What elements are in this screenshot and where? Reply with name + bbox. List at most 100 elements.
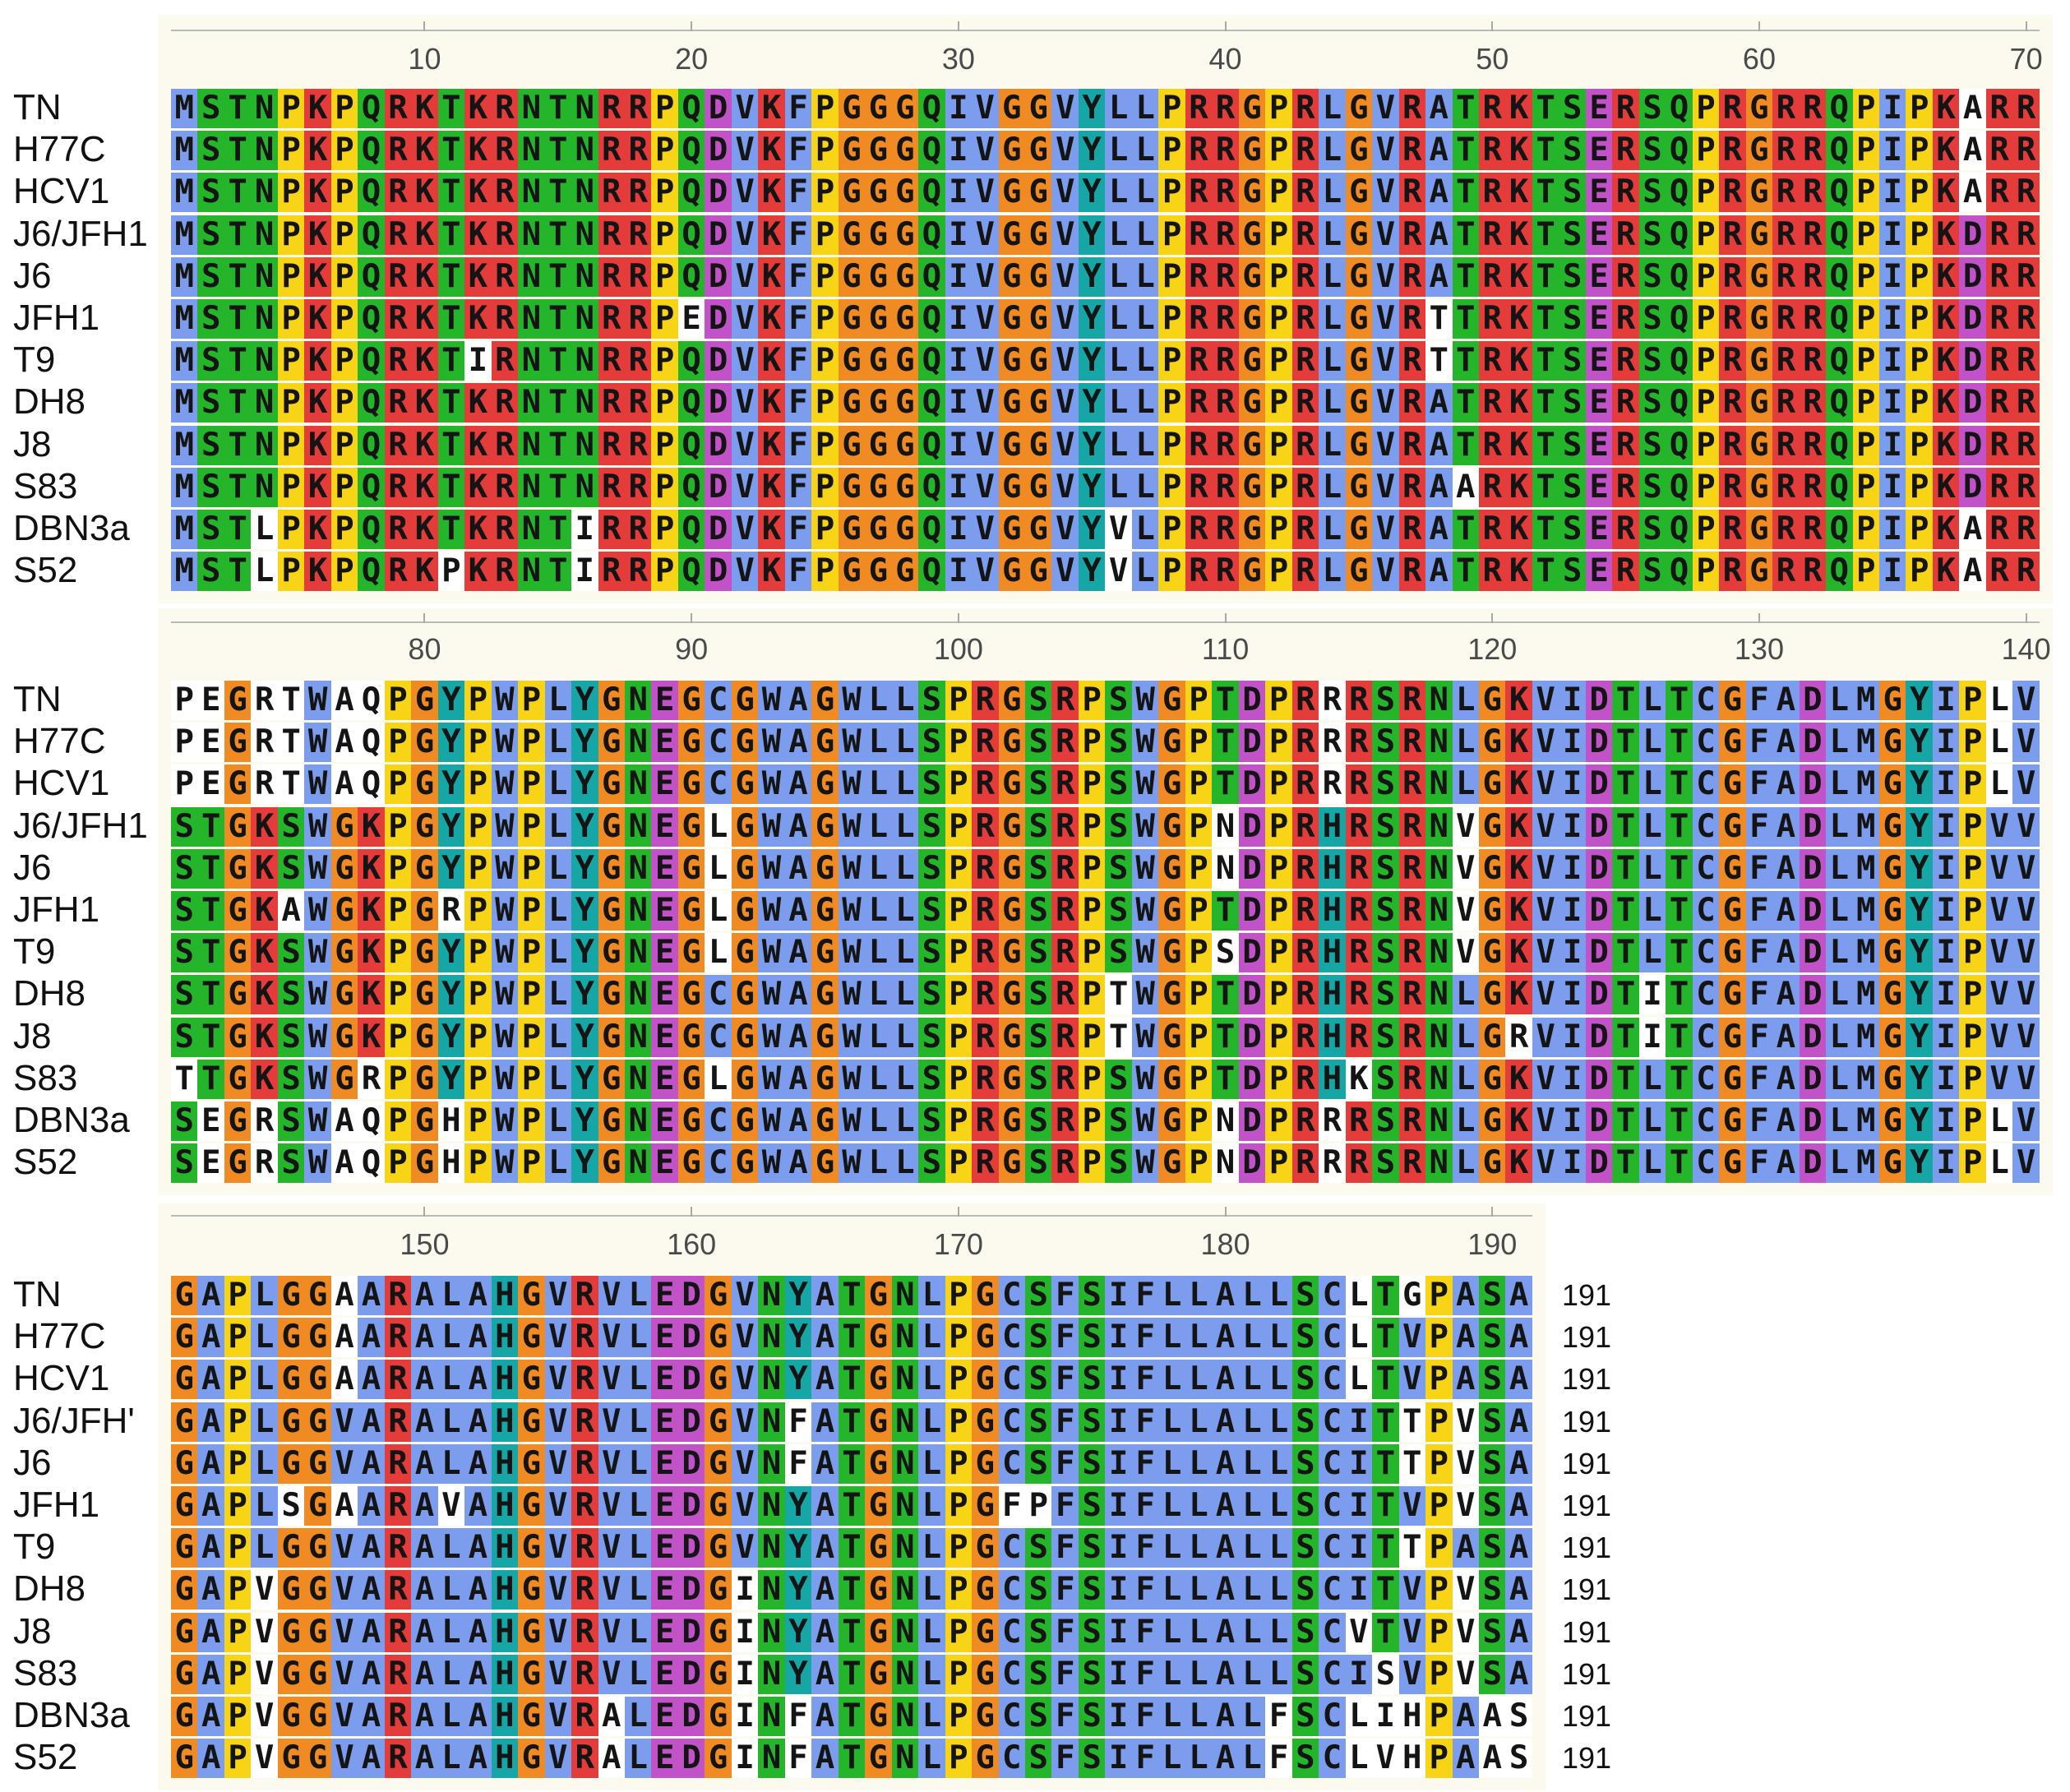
residue-cell: L: [865, 681, 892, 720]
residue-cell: R: [598, 341, 625, 381]
residue-cell: V: [731, 89, 759, 128]
residue-cell: K: [1505, 383, 1532, 423]
residue-cell: P: [224, 1570, 252, 1610]
residue-cell: W: [838, 848, 866, 889]
residue-cell: V: [972, 173, 999, 213]
residue-cell: G: [811, 933, 839, 973]
residue-cell: G: [1345, 256, 1373, 297]
residue-cell: V: [544, 1697, 572, 1736]
residue-cell: P: [1265, 256, 1292, 297]
residue-cell: D: [1959, 425, 1986, 465]
residue-cell: C: [1319, 1570, 1346, 1610]
residue-cell: E: [1585, 425, 1613, 465]
sequence-name: H77C: [13, 1316, 106, 1357]
residue-cell: P: [1158, 299, 1185, 339]
residue-cell: R: [571, 1739, 598, 1779]
residue-cell: D: [1959, 383, 1986, 423]
residue-cell: L: [624, 1654, 652, 1694]
residue-cell: G: [304, 1697, 331, 1736]
residue-cell: N: [1425, 1059, 1453, 1099]
residue-cell: G: [1345, 299, 1373, 339]
residue-cell: K: [358, 1017, 385, 1057]
residue-cell: P: [1265, 806, 1292, 847]
residue-cell: L: [1319, 173, 1346, 213]
residue-cell: W: [1131, 681, 1159, 720]
residue-cell: V: [1532, 764, 1559, 805]
residue-cell: V: [251, 1570, 278, 1610]
residue-cell: P: [945, 1318, 973, 1358]
residue-cell: P: [464, 1102, 492, 1141]
residue-cell: G: [1025, 510, 1052, 549]
residue-cell: K: [304, 467, 331, 507]
residue-cell: M: [1852, 723, 1879, 763]
residue-cell: Q: [677, 383, 705, 423]
residue-cell: G: [1158, 1143, 1185, 1184]
residue-cell: W: [1131, 806, 1159, 847]
residue-cell: R: [1772, 425, 1800, 465]
residue-cell: E: [1585, 89, 1613, 128]
residue-cell: F: [1745, 1102, 1773, 1141]
residue-cell: L: [1105, 425, 1132, 465]
residue-cell: P: [384, 806, 412, 847]
residue-cell: G: [1478, 933, 1506, 973]
residue-cell: V: [1372, 299, 1399, 339]
residue-cell: I: [1879, 89, 1906, 128]
residue-cell: A: [1452, 1318, 1479, 1358]
residue-cell: L: [544, 806, 572, 847]
residue-cell: T: [544, 299, 572, 339]
residue-cell: A: [411, 1612, 438, 1652]
residue-cell: P: [651, 89, 678, 128]
sequence-name: T9: [13, 931, 56, 972]
residue-cell: P: [384, 975, 412, 1015]
residue-cell: R: [1185, 89, 1213, 128]
residue-cell: N: [571, 341, 598, 381]
residue-cell: V: [1398, 1486, 1426, 1526]
residue-cell: T: [1452, 131, 1479, 171]
residue-cell: F: [784, 256, 812, 297]
residue-cell: G: [304, 1654, 331, 1694]
residue-cell: R: [1212, 215, 1239, 255]
residue-cell: K: [1932, 215, 1960, 255]
residue-cell: H: [491, 1318, 519, 1358]
residue-cell: N: [758, 1443, 785, 1484]
residue-cell: P: [464, 764, 492, 805]
residue-cell: P: [1425, 1402, 1453, 1442]
residue-cell: W: [304, 764, 331, 805]
residue-cell: P: [811, 425, 839, 465]
residue-cell: R: [1478, 131, 1506, 171]
residue-cell: K: [758, 467, 785, 507]
residue-cell: A: [358, 1276, 385, 1315]
residue-cell: L: [918, 1486, 945, 1526]
residue-cell: E: [197, 723, 224, 763]
residue-cell: R: [571, 1360, 598, 1400]
residue-cell: P: [518, 806, 545, 847]
residue-cell: S: [1638, 510, 1666, 549]
residue-cell: V: [1051, 173, 1079, 213]
residue-cell: L: [1638, 723, 1666, 763]
residue-cell: L: [1158, 1360, 1185, 1400]
residue-cell: Q: [1666, 341, 1693, 381]
ruler-position-label: 150: [400, 1227, 450, 1261]
residue-cell: T: [1666, 723, 1693, 763]
residue-cell: A: [411, 1486, 438, 1526]
residue-cell: L: [1638, 1143, 1666, 1184]
residue-cell: G: [304, 1276, 331, 1315]
residue-cell: R: [1345, 1102, 1373, 1141]
residue-cell: R: [1345, 806, 1373, 847]
residue-cell: S: [1291, 1276, 1319, 1315]
residue-cell: S: [1559, 383, 1586, 423]
residue-cell: H: [437, 1102, 465, 1141]
residue-cell: P: [1852, 510, 1879, 549]
residue-cell: G: [677, 848, 705, 889]
residue-cell: T: [544, 467, 572, 507]
residue-cell: N: [758, 1528, 785, 1568]
residue-cell: V: [1985, 891, 2013, 931]
residue-cell: P: [224, 1612, 252, 1652]
residue-cell: P: [1906, 510, 1933, 549]
residue-cell: A: [1478, 1697, 1506, 1736]
residue-cell: V: [1452, 1654, 1479, 1694]
residue-cell: F: [784, 341, 812, 381]
residue-cell: F: [784, 299, 812, 339]
